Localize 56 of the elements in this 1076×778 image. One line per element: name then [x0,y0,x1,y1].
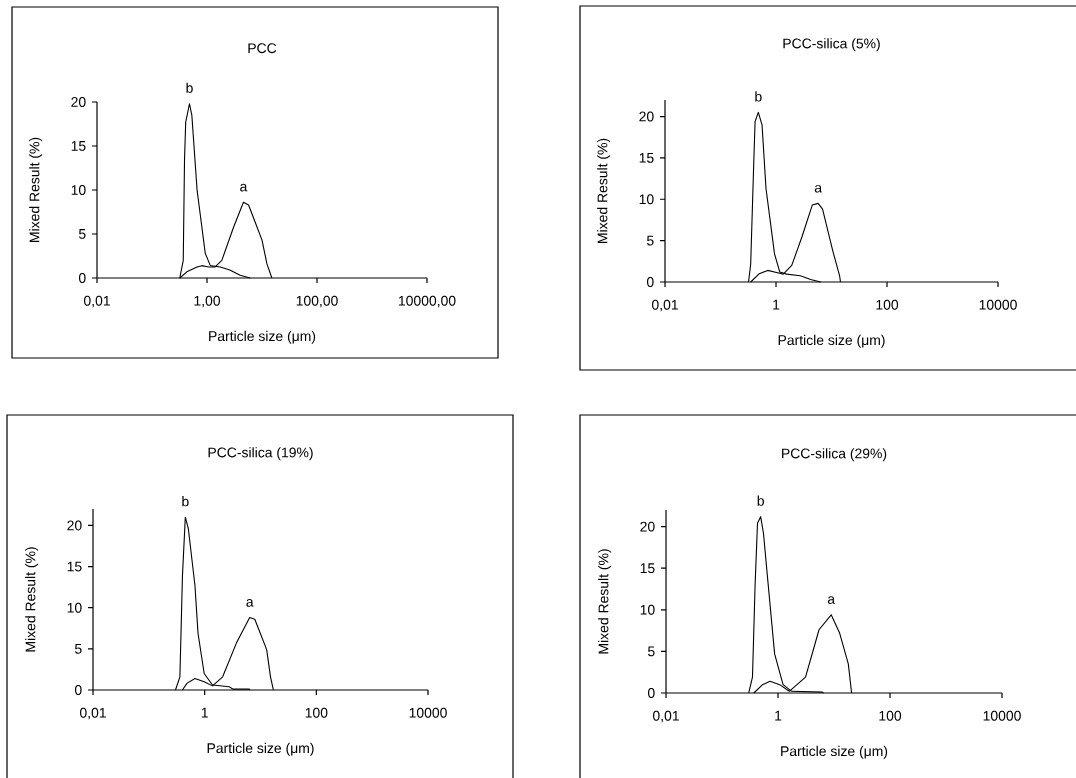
x-tick-label: 10000 [979,299,1017,310]
y-tick-label: 10 [67,602,82,613]
y-tick-label: 5 [74,643,82,654]
series-label: b [757,495,764,506]
y-tick-label: 5 [646,235,654,246]
y-tick-label: 0 [74,685,82,695]
x-tick-label: 10000 [409,707,447,718]
chart-title: PCC [248,43,277,54]
series-label: a [814,184,823,193]
y-tick-label: 20 [640,521,655,532]
y-axis-title: Mixed Result (%) [25,547,39,652]
y-tick-label: 15 [67,561,82,572]
x-tick-label: 0,01 [652,710,679,723]
y-axis-title: Mixed Result (%) [598,549,612,654]
x-tick-label: 100,00 [296,295,338,308]
x-tick-label: 100 [876,299,899,310]
y-tick-label: 15 [639,153,654,163]
y-axis-title: Mixed Result (%) [597,138,611,243]
y-tick-label: 5 [78,229,86,239]
x-axis-title: Particle size (μm) [209,330,316,344]
series-label: a [827,596,836,604]
y-tick-label: 10 [71,185,86,195]
x-axis-title: Particle size (μm) [207,742,314,756]
series-label: a [240,183,248,192]
chart-title: PCC-silica (29%) [782,448,887,462]
chart-title: PCC-silica (5%) [783,38,880,52]
y-tick-label: 10 [640,604,655,615]
y-tick-label: 0 [78,273,86,283]
x-tick-label: 1 [773,299,780,310]
y-tick-label: 20 [67,520,82,531]
x-tick-label: 0,01 [651,299,678,312]
y-tick-label: 0 [647,688,655,698]
y-tick-label: 0 [646,277,654,287]
series-label: b [182,496,189,507]
y-tick-label: 5 [647,646,655,657]
x-tick-label: 100 [879,710,902,721]
y-tick-label: 15 [71,141,86,151]
x-tick-label: 10000,00 [398,295,456,308]
y-axis-title: Mixed Result (%) [29,137,43,242]
x-tick-label: 0,01 [83,295,110,308]
x-axis-title: Particle size (μm) [781,745,888,759]
y-tick-label: 15 [640,563,655,574]
y-tick-label: 10 [639,194,654,205]
x-tick-label: 1 [775,710,782,721]
series-label: b [186,82,193,93]
y-tick-label: 20 [71,97,86,107]
series-label: b [755,91,762,102]
x-tick-label: 0,01 [79,707,106,720]
y-tick-label: 20 [639,111,654,122]
x-tick-label: 10000 [983,710,1021,721]
x-axis-title: Particle size (μm) [778,334,885,348]
chart-title: PCC-silica (19%) [208,447,313,461]
x-tick-label: 1,00 [194,295,221,308]
series-label: a [246,599,254,607]
x-tick-label: 1 [201,707,208,718]
x-tick-label: 100 [305,707,328,718]
